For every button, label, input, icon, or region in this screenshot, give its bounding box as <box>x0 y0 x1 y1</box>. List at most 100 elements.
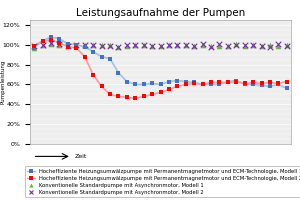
Point <box>192 82 197 85</box>
Point <box>217 83 222 86</box>
Point <box>57 42 62 45</box>
Title: Leistungsaufnahme der Pumpen: Leistungsaufnahme der Pumpen <box>76 8 245 18</box>
Point <box>226 44 230 47</box>
Point <box>234 79 239 82</box>
Point <box>40 43 45 46</box>
Point <box>192 44 197 47</box>
Point <box>116 95 121 98</box>
Point <box>242 44 247 47</box>
Point <box>242 82 247 85</box>
Point <box>208 81 213 84</box>
Point <box>91 43 95 46</box>
Point <box>158 44 163 47</box>
Point <box>116 45 121 48</box>
Point <box>49 38 53 41</box>
Point <box>251 83 256 86</box>
Point <box>200 43 205 46</box>
Point <box>124 43 129 46</box>
Point <box>226 81 230 84</box>
Point <box>183 80 188 83</box>
Point <box>91 43 95 46</box>
Point <box>124 96 129 99</box>
Point <box>124 80 129 83</box>
Point <box>49 41 53 44</box>
Point <box>108 43 112 46</box>
Point <box>65 44 70 47</box>
Point <box>141 43 146 46</box>
Point <box>226 80 230 83</box>
Point <box>268 45 272 48</box>
Point <box>32 46 37 49</box>
Point <box>133 43 138 46</box>
Point <box>259 44 264 47</box>
Point <box>99 43 104 46</box>
Point <box>49 35 53 38</box>
Y-axis label: Relative
Pumpenleistung: Relative Pumpenleistung <box>0 60 5 104</box>
Point <box>208 44 213 47</box>
Point <box>158 83 163 86</box>
Point <box>284 87 289 90</box>
Point <box>234 43 239 46</box>
Point <box>217 44 222 47</box>
Point <box>284 43 289 46</box>
Point <box>242 43 247 46</box>
Point <box>226 44 230 47</box>
Point <box>133 97 138 100</box>
Point <box>32 46 37 49</box>
Point <box>242 83 247 86</box>
Point <box>276 82 281 85</box>
Point <box>133 43 138 46</box>
Point <box>82 55 87 58</box>
Point <box>150 44 154 47</box>
Point <box>40 39 45 42</box>
Point <box>150 82 154 85</box>
Point <box>57 41 62 44</box>
Point <box>65 45 70 48</box>
Point <box>183 43 188 46</box>
Point <box>99 85 104 88</box>
Point <box>32 44 37 47</box>
Point <box>251 43 256 46</box>
Point <box>141 43 146 46</box>
Legend: Hocheffiziente Heizungsumwälzpumpe mit Permanentmagnetmotor und ECM-Technologie,: Hocheffiziente Heizungsumwälzpumpe mit P… <box>25 166 300 197</box>
Point <box>124 44 129 47</box>
Point <box>259 84 264 87</box>
Point <box>276 83 281 86</box>
Point <box>74 46 79 49</box>
Point <box>108 57 112 60</box>
Point <box>99 44 104 47</box>
Point <box>40 43 45 46</box>
Point <box>175 43 180 46</box>
Point <box>208 45 213 48</box>
Point <box>268 81 272 84</box>
Point <box>183 83 188 86</box>
Point <box>167 43 171 46</box>
Point <box>82 43 87 46</box>
Point <box>284 80 289 83</box>
Point <box>74 43 79 46</box>
Point <box>183 43 188 46</box>
Point <box>251 43 256 46</box>
Point <box>259 44 264 47</box>
Point <box>40 39 45 42</box>
Point <box>150 44 154 47</box>
Point <box>57 37 62 40</box>
Point <box>57 43 62 46</box>
Point <box>234 80 239 83</box>
Point <box>108 93 112 96</box>
Point <box>268 85 272 88</box>
Point <box>268 43 272 46</box>
Point <box>167 80 171 83</box>
Point <box>150 93 154 96</box>
Point <box>91 73 95 76</box>
Point <box>200 42 205 45</box>
Point <box>200 83 205 86</box>
Point <box>74 43 79 46</box>
Point <box>167 88 171 91</box>
Point <box>259 82 264 85</box>
Text: Zeit: Zeit <box>74 154 87 159</box>
Point <box>251 81 256 84</box>
Point <box>108 44 112 47</box>
Point <box>74 43 79 46</box>
Point <box>192 81 197 84</box>
